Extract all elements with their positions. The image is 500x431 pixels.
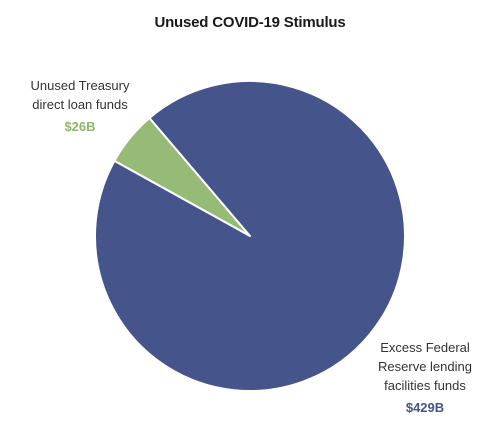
pie-slice-fed-reserve <box>94 80 406 392</box>
slice-label-line: facilities funds <box>384 378 466 393</box>
slice-label-treasury: Unused Treasury direct loan funds $26B <box>14 76 146 136</box>
slice-label-fed: Excess Federal Reserve lending facilitie… <box>360 338 490 417</box>
slice-value-fed: $429B <box>405 400 445 415</box>
slice-label-line: direct loan funds <box>32 97 128 112</box>
chart-title: Unused COVID-19 Stimulus <box>154 14 346 31</box>
slice-value-treasury: $26B <box>64 119 96 134</box>
slice-label-line: Unused Treasury <box>30 78 130 93</box>
slice-label-line: Reserve lending <box>378 359 472 374</box>
slice-label-line: Excess Federal <box>380 340 470 355</box>
